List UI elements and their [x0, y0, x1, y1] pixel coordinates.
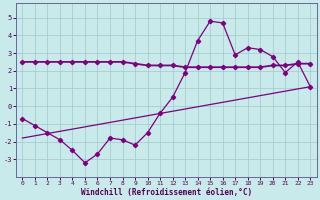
X-axis label: Windchill (Refroidissement éolien,°C): Windchill (Refroidissement éolien,°C): [81, 188, 252, 197]
